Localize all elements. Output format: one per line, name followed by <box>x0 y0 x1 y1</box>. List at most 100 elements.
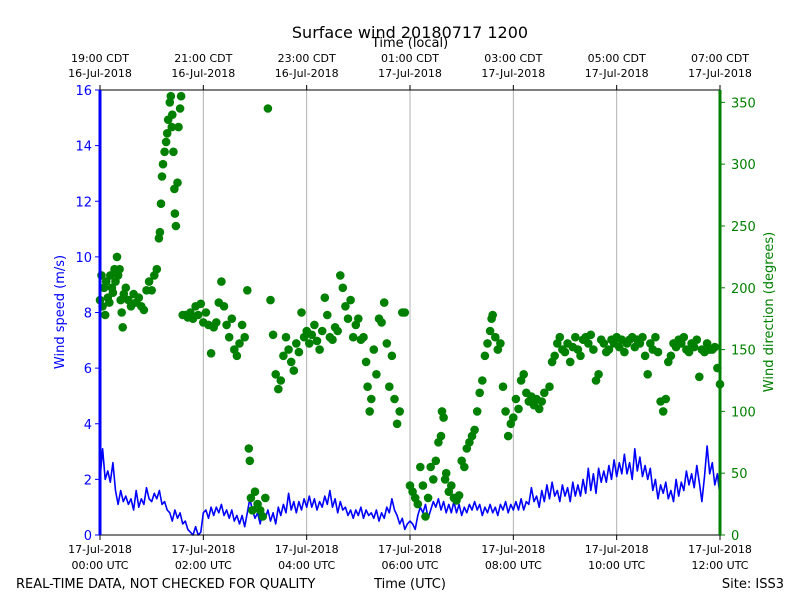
wind-direction-point <box>418 481 428 490</box>
left-tick-label: 0 <box>84 529 92 544</box>
top-tick-date: 17-Jul-2018 <box>481 67 545 80</box>
wind-direction-point <box>193 310 203 320</box>
wind-direction-point <box>689 342 699 352</box>
wind-direction-point <box>666 351 676 361</box>
bottom-tick-time: 06:00 UTC <box>381 559 438 572</box>
wind-direction-point <box>426 462 436 472</box>
wind-direction-point <box>385 382 394 392</box>
wind-direction-point <box>169 147 178 157</box>
bottom-tick-date: 17-Jul-2018 <box>481 543 545 556</box>
wind-direction-point <box>620 347 629 357</box>
wind-direction-point <box>338 283 348 293</box>
wind-direction-point <box>447 481 456 490</box>
bottom-tick-time: 04:00 UTC <box>278 559 335 572</box>
wind-speed-line <box>99 445 721 536</box>
wind-direction-point <box>653 347 663 357</box>
wind-direction-point <box>212 318 221 327</box>
wind-direction-point <box>271 370 281 379</box>
wind-direction-point <box>470 425 479 435</box>
wind-direction-point <box>343 314 353 324</box>
wind-direction-point <box>139 305 149 315</box>
top-tick-time: 23:00 CDT <box>278 52 336 65</box>
top-tick-time: 07:00 CDT <box>691 52 749 65</box>
wind-direction-point <box>292 339 301 348</box>
wind-direction-point <box>118 323 127 332</box>
wind-direction-point <box>173 178 182 187</box>
wind-direction-point <box>232 351 242 361</box>
bottom-tick-date: 17-Jul-2018 <box>378 543 442 556</box>
wind-direction-point <box>289 366 299 375</box>
bottom-tick-time: 12:00 UTC <box>691 559 748 572</box>
left-tick-label: 4 <box>84 418 92 433</box>
wind-direction-point <box>589 345 598 354</box>
left-tick-label: 6 <box>84 362 92 377</box>
wind-direction-point <box>638 332 647 342</box>
wind-direction-point <box>413 499 423 509</box>
wind-direction-point <box>312 336 322 346</box>
wind-direction-point <box>584 339 593 348</box>
wind-direction-point <box>599 339 609 348</box>
wind-direction-point <box>157 172 167 181</box>
wind-direction-point <box>379 298 389 307</box>
wind-direction-point <box>480 351 490 361</box>
wind-direction-point <box>498 382 508 392</box>
wind-direction-point <box>279 351 288 361</box>
wind-direction-point <box>485 326 495 336</box>
wind-direction-point <box>167 122 177 132</box>
wind-direction-point <box>147 286 156 295</box>
wind-direction-point <box>162 129 172 138</box>
wind-direction-point <box>243 286 252 295</box>
wind-speed-series <box>99 445 721 536</box>
top-tick-date: 17-Jul-2018 <box>585 67 649 80</box>
wind-direction-point <box>170 209 180 218</box>
wind-direction-point <box>317 326 327 336</box>
right-tick-label: 250 <box>731 220 756 235</box>
wind-direction-point <box>488 310 498 320</box>
wind-direction-point <box>369 345 379 354</box>
wind-direction-point <box>361 357 371 367</box>
top-tick-date: 17-Jul-2018 <box>688 67 752 80</box>
wind-direction-point <box>112 252 122 262</box>
wind-direction-point <box>640 351 650 361</box>
wind-direction-point <box>431 456 441 466</box>
left-tick-label: 10 <box>75 251 92 266</box>
left-tick-label: 14 <box>75 140 92 155</box>
wind-direction-point <box>475 388 485 398</box>
bottom-tick-time: 00:00 UTC <box>71 559 128 572</box>
wind-direction-point <box>276 376 286 385</box>
wind-direction-point <box>387 351 397 361</box>
wind-direction-point <box>101 277 111 286</box>
wind-direction-point <box>534 404 544 414</box>
wind-direction-point <box>363 382 372 392</box>
wind-direction-point <box>710 342 720 352</box>
wind-direction-point <box>323 310 332 320</box>
top-tick-time: 05:00 CDT <box>588 52 646 65</box>
wind-direction-point <box>244 444 254 453</box>
wind-direction-point <box>227 314 237 324</box>
bottom-tick-time: 08:00 UTC <box>485 559 542 572</box>
wind-direction-point <box>310 320 319 330</box>
wind-direction-point <box>175 104 185 113</box>
chart-title: Surface wind 20180717 1200 <box>292 23 528 42</box>
wind-direction-point <box>176 91 186 101</box>
wind-direction-point <box>695 372 704 382</box>
wind-direction-point <box>454 491 464 500</box>
wind-direction-point <box>248 506 257 515</box>
wind-direction-point <box>158 159 168 169</box>
wind-direction-point <box>266 295 275 305</box>
bottom-tick-time: 10:00 UTC <box>588 559 645 572</box>
wind-direction-point <box>586 330 596 340</box>
wind-direction-point <box>222 320 231 330</box>
left-tick-label: 8 <box>84 307 92 322</box>
wind-direction-point <box>365 407 375 416</box>
wind-direction-point <box>219 302 229 311</box>
wind-direction-point <box>281 332 291 342</box>
axes: 0 2 4 6 8 10 12 14 16 0 50 100 150 200 250 300 350 17-Jul… <box>68 52 756 572</box>
wind-direction-point <box>519 370 528 379</box>
top-tick-date: 16-Jul-2018 <box>171 67 235 80</box>
top-tick-time: 01:00 CDT <box>381 52 439 65</box>
wind-direction-point <box>390 394 399 404</box>
wind-direction-point <box>268 330 278 340</box>
wind-direction-point <box>679 332 689 342</box>
wind-direction-point <box>100 310 110 320</box>
